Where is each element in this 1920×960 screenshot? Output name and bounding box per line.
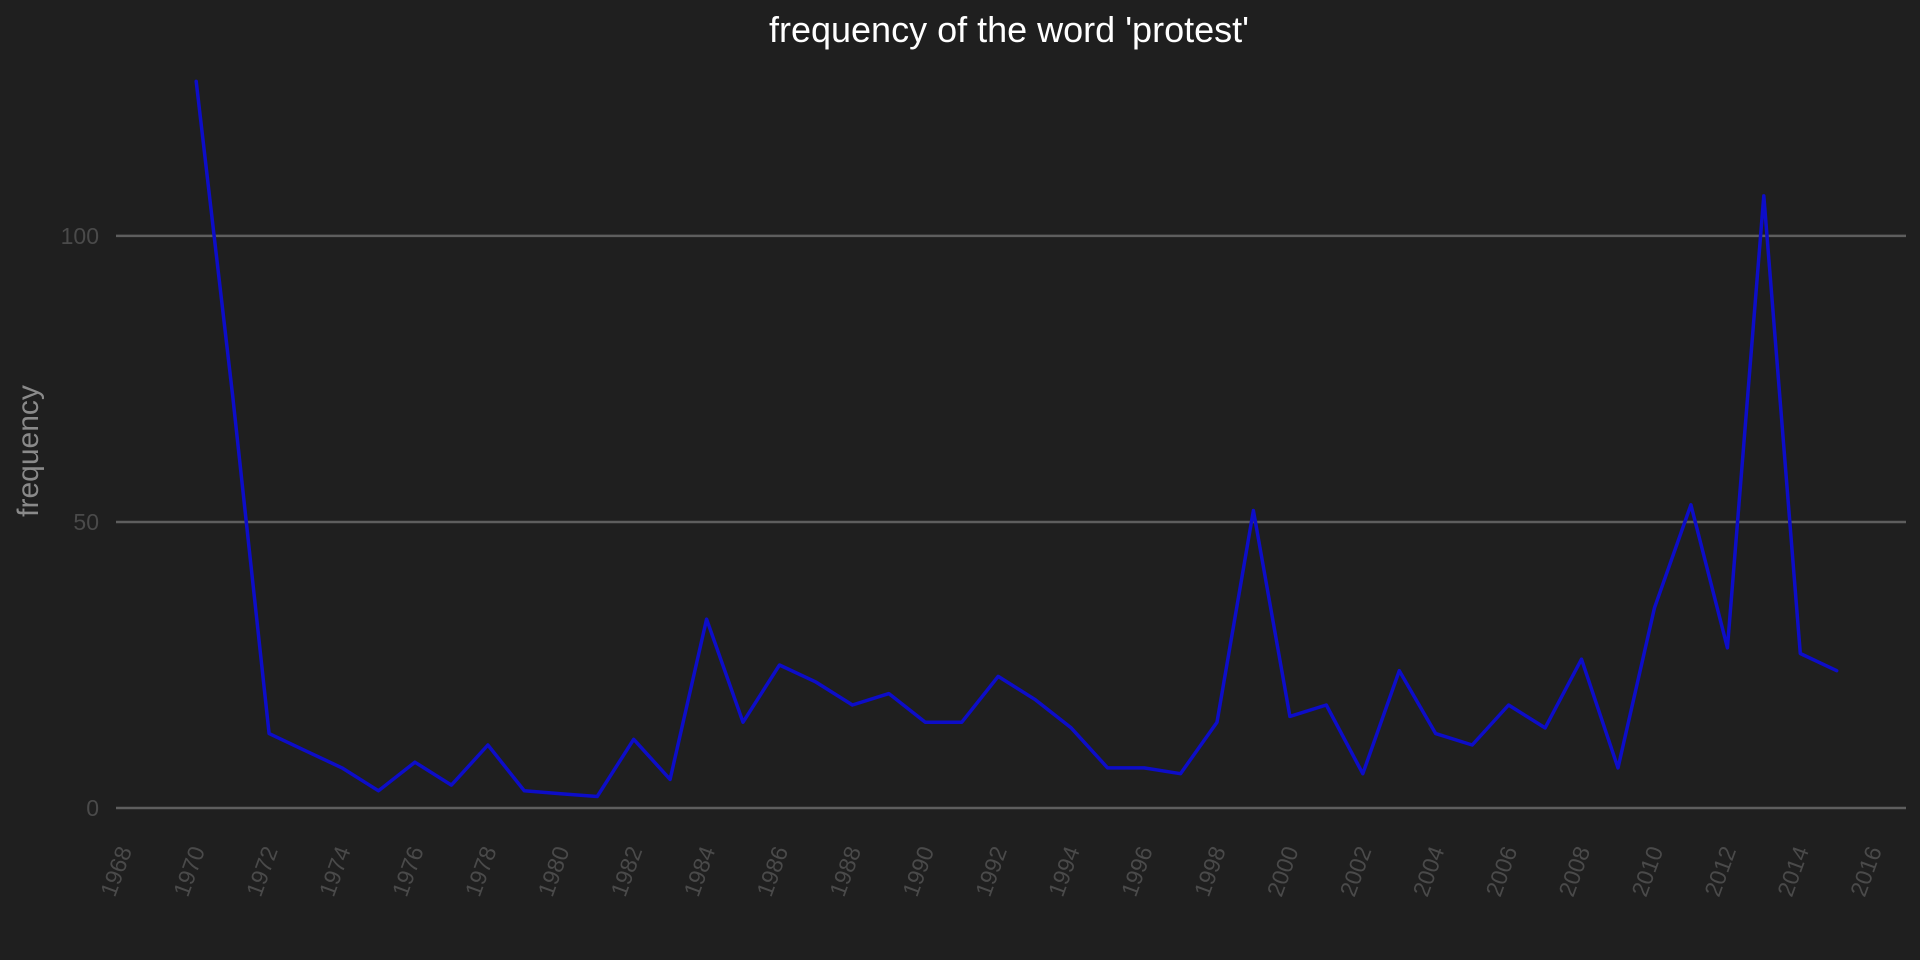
x-tick-label: 2010	[1626, 843, 1668, 900]
x-tick-label: 2012	[1699, 843, 1741, 900]
y-tick-label: 100	[61, 223, 99, 249]
x-tick-label: 2016	[1845, 843, 1887, 900]
x-tick-label: 2000	[1262, 843, 1304, 900]
x-tick-label: 1978	[460, 843, 502, 900]
x-tick-label: 1984	[678, 843, 720, 900]
x-tick-label: 1974	[314, 843, 356, 900]
x-tick-label: 2008	[1553, 843, 1595, 900]
x-tick-label: 2014	[1772, 843, 1814, 900]
x-tick-label: 1972	[241, 843, 283, 900]
y-axis-ticks: 0 50 100	[61, 223, 99, 821]
y-tick-label: 50	[73, 509, 99, 535]
x-tick-label: 1988	[824, 843, 866, 900]
series-group	[194, 79, 1839, 799]
x-tick-label: 1982	[605, 843, 647, 900]
x-tick-label: 1986	[751, 843, 793, 900]
x-tick-label: 2006	[1480, 843, 1522, 900]
x-tick-label: 1994	[1043, 843, 1085, 900]
x-tick-label: 1968	[95, 843, 137, 900]
x-tick-label: 1990	[897, 843, 939, 900]
x-tick-label: 2002	[1335, 843, 1377, 900]
series-line-0	[194, 79, 1839, 799]
gridlines	[116, 234, 1906, 810]
x-axis-ticks: 1968 1970 1972 1974 1976 1978 1980 1982 1984 1986…	[95, 843, 1887, 900]
x-tick-label: 1998	[1189, 843, 1231, 900]
y-tick-label: 0	[86, 795, 99, 821]
x-tick-label: 1976	[387, 843, 429, 900]
x-tick-label: 1980	[533, 843, 575, 900]
chart-title: frequency of the word 'protest'	[769, 9, 1249, 50]
x-tick-label: 1996	[1116, 843, 1158, 900]
y-axis-label: frequency	[12, 385, 45, 517]
x-tick-label: 1970	[168, 843, 210, 900]
x-tick-label: 2004	[1407, 843, 1449, 900]
x-tick-label: 1992	[970, 843, 1012, 900]
